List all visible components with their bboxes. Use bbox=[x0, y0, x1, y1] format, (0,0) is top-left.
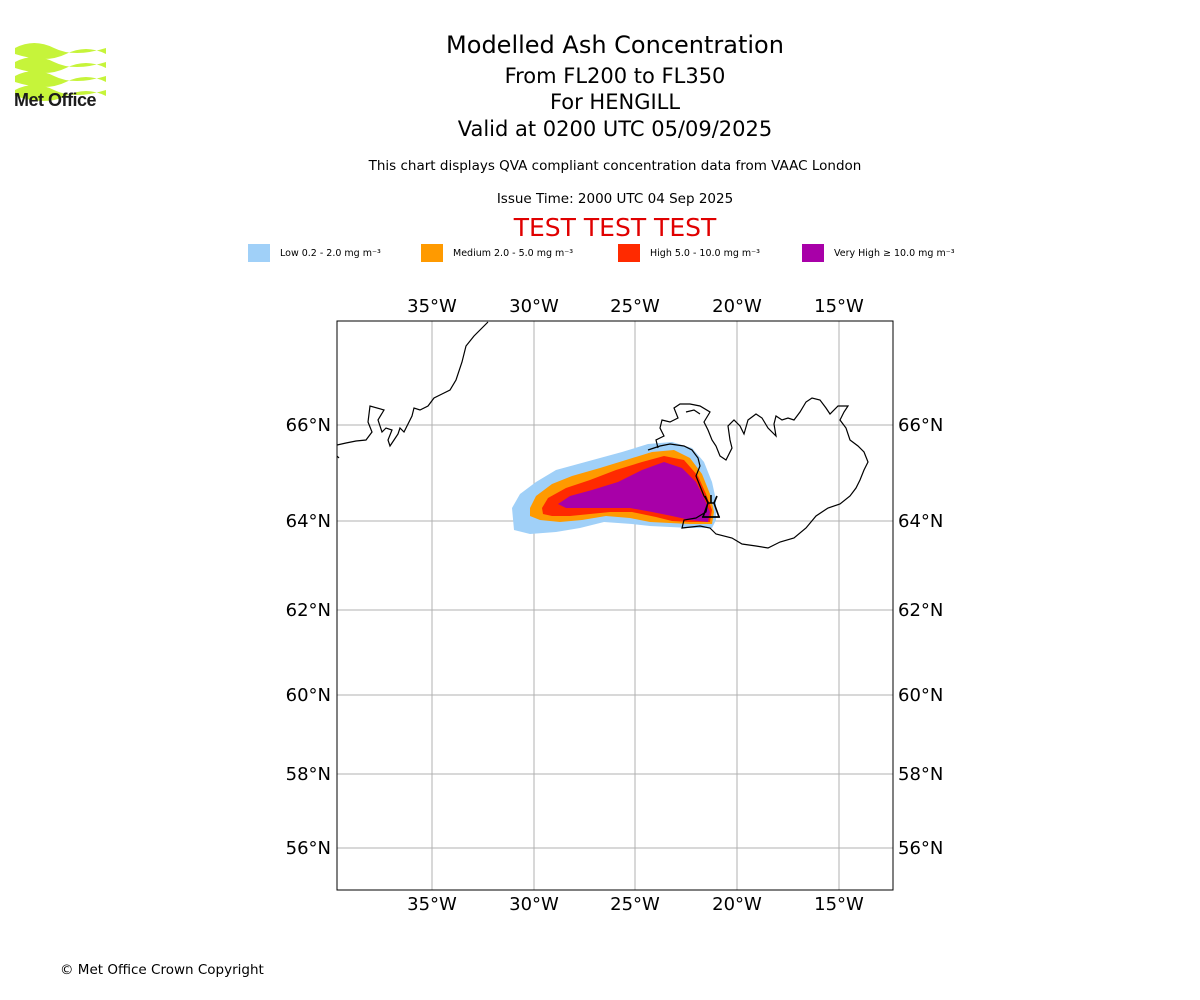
lat-label-left: 58°N bbox=[286, 764, 331, 785]
lon-label-bottom: 20°W bbox=[712, 894, 762, 915]
legend-label-medium: Medium 2.0 - 5.0 mg m⁻³ bbox=[453, 247, 574, 259]
legend-swatch-very-high bbox=[802, 244, 824, 262]
volcano-icon bbox=[701, 495, 721, 518]
lat-label-right: 60°N bbox=[898, 685, 943, 706]
lon-label-bottom: 15°W bbox=[814, 894, 864, 915]
lon-label-top: 30°W bbox=[509, 296, 559, 317]
legend-item-high: High 5.0 - 10.0 mg m⁻³ bbox=[618, 244, 760, 262]
legend-item-low: Low 0.2 - 2.0 mg m⁻³ bbox=[248, 244, 381, 262]
chart-title: Modelled Ash Concentration bbox=[446, 31, 784, 59]
lat-label-right: 66°N bbox=[898, 415, 943, 436]
lon-label-bottom: 35°W bbox=[407, 894, 457, 915]
lat-label-left: 62°N bbox=[286, 600, 331, 621]
ash-band-very-high bbox=[558, 462, 710, 522]
map-gridlines bbox=[337, 321, 893, 890]
lon-label-top: 25°W bbox=[610, 296, 660, 317]
lon-label-bottom: 30°W bbox=[509, 894, 559, 915]
legend-swatch-medium bbox=[421, 244, 443, 262]
legend-item-very-high: Very High ≥ 10.0 mg m⁻³ bbox=[802, 244, 955, 262]
met-office-logo bbox=[15, 43, 106, 101]
lat-label-right: 62°N bbox=[898, 600, 943, 621]
lat-label-left: 66°N bbox=[286, 415, 331, 436]
copyright: © Met Office Crown Copyright bbox=[60, 962, 264, 978]
legend-label-very-high: Very High ≥ 10.0 mg m⁻³ bbox=[834, 247, 955, 259]
logo-text: Met Office bbox=[14, 90, 97, 110]
legend-swatch-high bbox=[618, 244, 640, 262]
map-frame bbox=[336, 320, 894, 891]
lon-label-top: 35°W bbox=[407, 296, 457, 317]
lon-label-bottom: 25°W bbox=[610, 894, 660, 915]
legend-item-medium: Medium 2.0 - 5.0 mg m⁻³ bbox=[421, 244, 573, 262]
lat-label-right: 64°N bbox=[898, 511, 943, 532]
lat-label-left: 60°N bbox=[286, 685, 331, 706]
issue-time: Issue Time: 2000 UTC 04 Sep 2025 bbox=[496, 191, 734, 207]
legend-label-high: High 5.0 - 10.0 mg m⁻³ bbox=[650, 247, 760, 259]
volcano-name: For HENGILL bbox=[549, 90, 681, 114]
lat-label-right: 58°N bbox=[898, 764, 943, 785]
legend-swatch-low bbox=[248, 244, 270, 262]
lat-label-left: 64°N bbox=[286, 511, 331, 532]
lat-label-right: 56°N bbox=[898, 838, 943, 859]
lon-label-top: 15°W bbox=[814, 296, 864, 317]
lon-label-top: 20°W bbox=[712, 296, 762, 317]
test-banner: TEST TEST TEST bbox=[513, 213, 717, 242]
lat-label-left: 56°N bbox=[286, 838, 331, 859]
legend-label-low: Low 0.2 - 2.0 mg m⁻³ bbox=[280, 247, 381, 259]
flight-levels: From FL200 to FL350 bbox=[504, 64, 726, 88]
chart-description: This chart displays QVA compliant concen… bbox=[368, 158, 862, 174]
valid-time: Valid at 0200 UTC 05/09/2025 bbox=[457, 117, 773, 141]
